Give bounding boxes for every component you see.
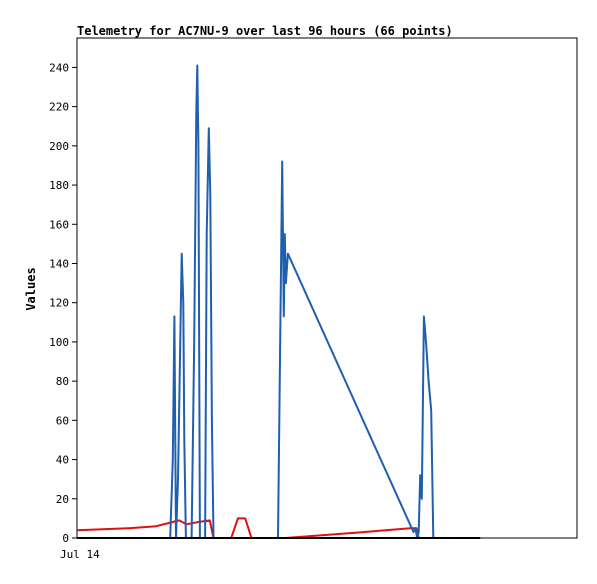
y-tick-label: 200 xyxy=(49,140,69,153)
y-tick-label: 0 xyxy=(62,532,69,545)
y-axis: 0 20 40 60 80 100 120 140 160 180 200 220 240 xyxy=(49,61,77,545)
y-tick-label: 240 xyxy=(49,61,69,74)
y-tick-label: 20 xyxy=(56,493,69,506)
series-line xyxy=(96,64,481,539)
x-tick-label: Jul 14 xyxy=(60,548,100,561)
y-tick-label: 40 xyxy=(56,454,69,467)
y-tick-label: 160 xyxy=(49,218,69,231)
y-tick-label: 180 xyxy=(49,179,69,192)
y-tick-label: 100 xyxy=(49,336,69,349)
y-tick-label: 220 xyxy=(49,101,69,114)
y-tick-label: 60 xyxy=(56,414,69,427)
y-axis-label: Values xyxy=(24,267,38,310)
y-tick-label: 80 xyxy=(56,375,69,388)
chart-title: Telemetry for AC7NU-9 over last 96 hours… xyxy=(77,24,453,38)
y-tick-label: 120 xyxy=(49,297,69,310)
y-tick-label: 140 xyxy=(49,257,69,270)
series-layer xyxy=(76,64,481,539)
plot-frame xyxy=(76,37,578,539)
x-axis: Jul 14 xyxy=(60,548,100,561)
